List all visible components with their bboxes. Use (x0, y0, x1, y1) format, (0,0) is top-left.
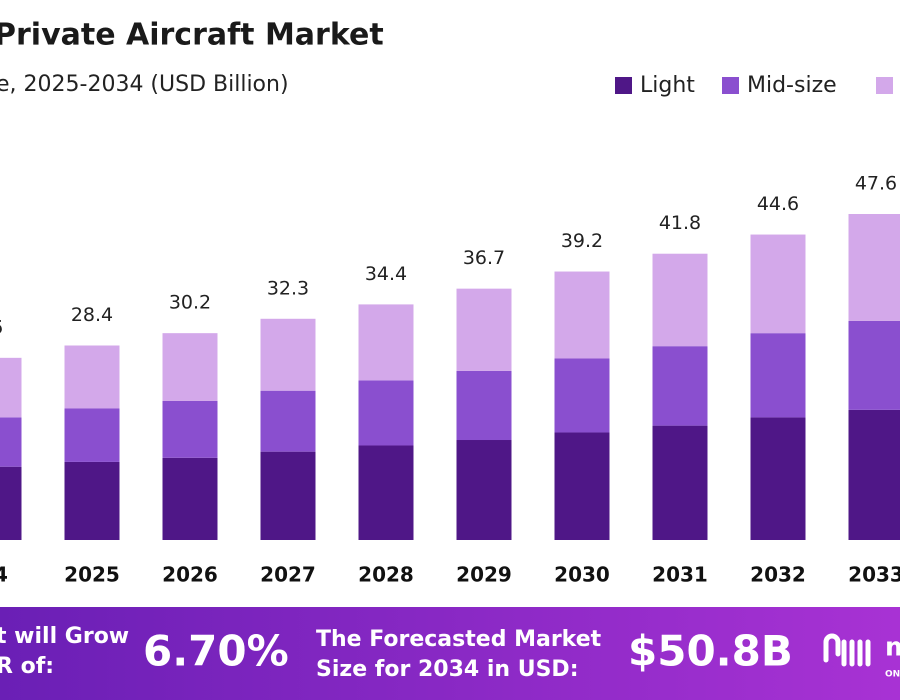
bar-segment (358, 380, 414, 446)
x-tick-label: 2025 (64, 563, 120, 587)
bar-segment (652, 253, 708, 347)
bar-segment (554, 432, 610, 540)
bar-segment (848, 320, 900, 410)
legend-label: Mid-size (747, 73, 837, 98)
bar-segment (358, 445, 414, 540)
logo: ON (885, 670, 900, 680)
logo-icon (823, 633, 871, 667)
bar-segment (750, 333, 806, 418)
bar-segment (456, 440, 512, 540)
x-tick-label: 2031 (652, 563, 708, 587)
bar-segment (456, 288, 512, 371)
legend-swatch (615, 77, 632, 94)
total-label: 32.3 (267, 277, 309, 299)
x-tick-label: 2032 (750, 563, 806, 587)
legend: Light Mid-size (615, 73, 893, 98)
bar-segment (358, 304, 414, 381)
banner (0, 607, 900, 700)
legend-swatch (876, 77, 893, 94)
bar-segment (260, 451, 316, 540)
bar-segment (0, 417, 22, 467)
bar-segment (260, 390, 316, 452)
bar-segment (64, 345, 120, 409)
bar-segment (848, 409, 900, 540)
bar-segment (162, 333, 218, 401)
total-label: 34.4 (365, 263, 407, 285)
bar-segment (0, 357, 22, 418)
x-tick-label: 2029 (456, 563, 512, 587)
total-label: 47.6 (855, 173, 897, 195)
bar-segment (64, 408, 120, 462)
total-label: 36.7 (463, 247, 505, 269)
legend-swatch (722, 77, 739, 94)
bar-segment (750, 417, 806, 540)
banner-text: R of: (0, 654, 54, 679)
total-label: 41.8 (659, 212, 701, 234)
x-tick-label: 2026 (162, 563, 218, 587)
chart-title: Private Aircraft Market (0, 18, 384, 53)
bar-segment (652, 346, 708, 426)
legend-label: Light (640, 73, 695, 98)
bar-segment (64, 461, 120, 540)
total-label: 30.2 (169, 292, 211, 314)
chart-subtitle: e, 2025-2034 (USD Billion) (0, 72, 289, 97)
bar-segment (848, 214, 900, 321)
banner-text: Size for 2034 in USD: (316, 657, 579, 682)
logo: m (885, 633, 900, 663)
total-label: 44.6 (757, 193, 799, 215)
bar-segment (0, 466, 22, 540)
banner-texts: t will Grow R of: 6.70% The Forecasted M… (0, 624, 900, 682)
bar-segment (750, 234, 806, 334)
bar-segment (456, 370, 512, 441)
banner-value: $50.8B (628, 627, 793, 676)
bar-segment (554, 358, 610, 433)
bar-segment (260, 318, 316, 391)
x-tick-label: 2027 (260, 563, 316, 587)
bar-segment (162, 400, 218, 458)
total-label: .6 (0, 316, 3, 338)
total-label: 28.4 (71, 304, 113, 326)
plot-area: .6 24 28.4 2025 30.2 2026 32.3 2027 34.4 2028 36.7… (0, 173, 900, 587)
bar-segment (554, 271, 610, 359)
bar-segment (652, 425, 708, 540)
x-tick-label: 2033 (848, 563, 900, 587)
x-tick-label: 2028 (358, 563, 414, 587)
banner-value: 6.70% (143, 627, 289, 676)
total-label: 39.2 (561, 230, 603, 252)
x-tick-label: 24 (0, 563, 8, 587)
bar-segment (162, 457, 218, 540)
x-tick-label: 2030 (554, 563, 610, 587)
banner-text: t will Grow (0, 624, 129, 649)
banner-text: The Forecasted Market (316, 627, 602, 652)
